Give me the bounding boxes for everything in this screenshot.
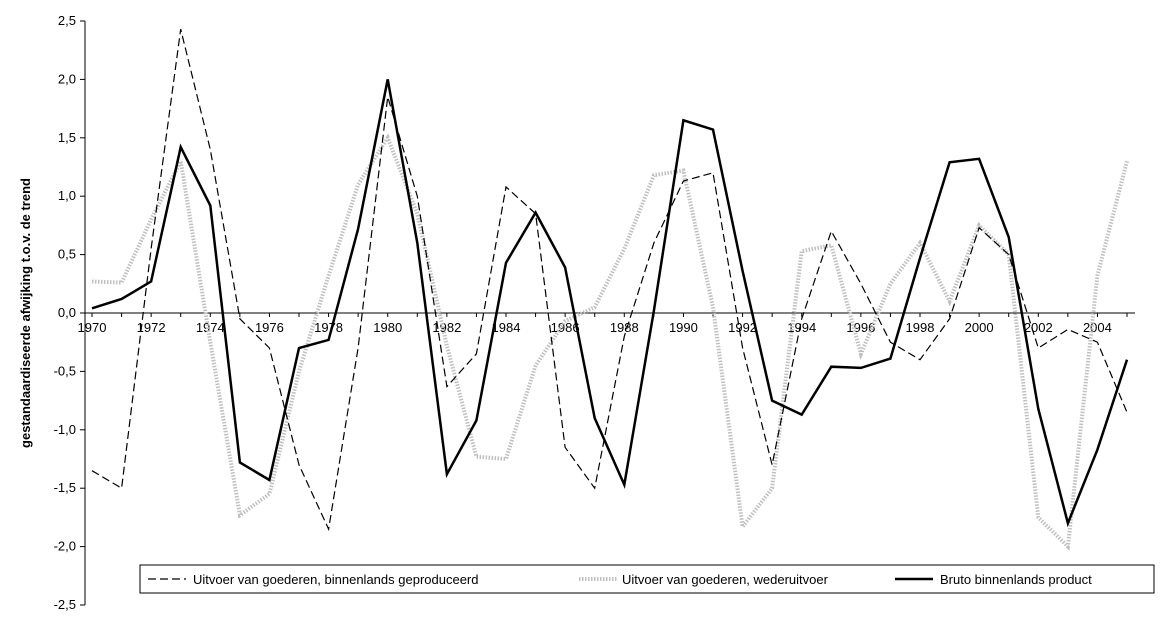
legend-label: Uitvoer van goederen, wederuitvoer (622, 572, 829, 587)
y-tick-label: 0,0 (58, 305, 76, 320)
x-tick-label: 1970 (78, 320, 107, 335)
x-tick-label: 1992 (728, 320, 757, 335)
y-tick-label: 1,0 (58, 188, 76, 203)
legend-label: Uitvoer van goederen, binnenlands geprod… (193, 572, 478, 587)
y-tick-label: 2,5 (58, 13, 76, 28)
x-tick-label: 1998 (906, 320, 935, 335)
axes: 2,5 2,0 1,5 1,0 0,5 0,0 -0,5 -1,0 -1,5 -2,0 -2,5 19… (54, 13, 1135, 612)
x-tick-label: 2002 (1024, 320, 1053, 335)
y-tick-label: 1,5 (58, 130, 76, 145)
x-tick-label: 1974 (196, 320, 225, 335)
legend: Uitvoer van goederen, binnenlands geprod… (140, 565, 1154, 593)
series-lines (92, 29, 1127, 546)
x-tick-label: 1978 (314, 320, 343, 335)
y-tick-label: -1,0 (54, 422, 76, 437)
x-tick-label: 1988 (610, 320, 639, 335)
series-line-dotted (92, 138, 1127, 547)
y-tick-label: 0,5 (58, 247, 76, 262)
x-tick-label: 1990 (669, 320, 698, 335)
series-line-solid (92, 79, 1127, 523)
x-tick-label: 2004 (1083, 320, 1112, 335)
y-tick-label: -0,5 (54, 363, 76, 378)
legend-label: Bruto binnenlands product (940, 572, 1092, 587)
y-tick-label: -1,5 (54, 480, 76, 495)
y-tick-label: -2,0 (54, 539, 76, 554)
x-tick-label: 1980 (373, 320, 402, 335)
y-tick-label: 2,0 (58, 71, 76, 86)
x-tick-label: 1976 (255, 320, 284, 335)
y-axis-title: gestandaardiseerde afwijking t.o.v. de t… (18, 178, 33, 448)
x-tick-label: 2000 (965, 320, 994, 335)
y-tick-label: -2,5 (54, 597, 76, 612)
